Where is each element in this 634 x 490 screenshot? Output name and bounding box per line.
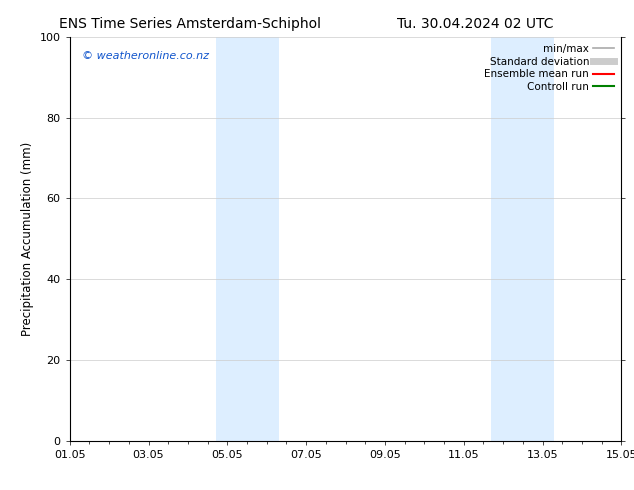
- Bar: [216, 37, 278, 441]
- Legend: min/max, Standard deviation, Ensemble mean run, Controll run: min/max, Standard deviation, Ensemble me…: [480, 40, 618, 96]
- Bar: [491, 37, 554, 441]
- Text: © weatheronline.co.nz: © weatheronline.co.nz: [82, 51, 209, 61]
- Text: ENS Time Series Amsterdam-Schiphol: ENS Time Series Amsterdam-Schiphol: [59, 17, 321, 31]
- Y-axis label: Precipitation Accumulation (mm): Precipitation Accumulation (mm): [21, 142, 34, 336]
- Text: Tu. 30.04.2024 02 UTC: Tu. 30.04.2024 02 UTC: [398, 17, 553, 31]
